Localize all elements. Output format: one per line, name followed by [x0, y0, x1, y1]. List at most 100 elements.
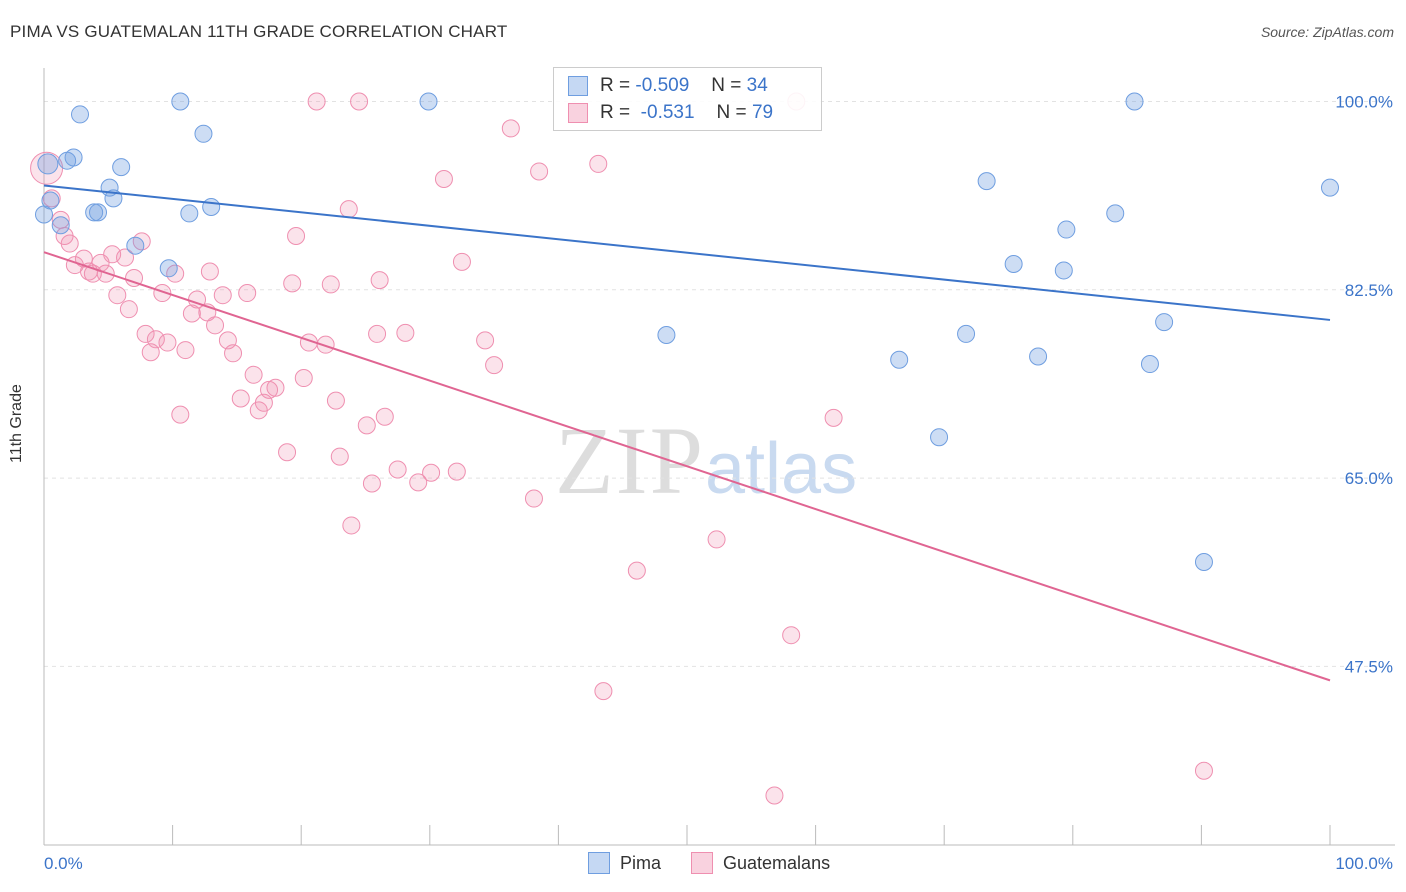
guatemalan-point: [278, 443, 297, 462]
guatemalan-point: [524, 489, 543, 508]
guatemalan-point: [627, 561, 646, 580]
guatemalan-point: [330, 447, 349, 466]
pima-point: [890, 350, 909, 369]
guatemalan-point: [182, 304, 201, 323]
bottom-legend-pima: Pima: [588, 852, 661, 874]
guatemalan-point: [362, 474, 381, 493]
pima-point: [85, 203, 104, 222]
pima-point: [1140, 355, 1159, 374]
pima-point: [1029, 347, 1048, 366]
pima-point: [194, 124, 213, 143]
guatemalan-point: [136, 324, 155, 343]
chart-title: PIMA VS GUATEMALAN 11TH GRADE CORRELATIO…: [10, 22, 508, 41]
guatemalan-point: [108, 286, 127, 305]
guatemalan-point: [589, 154, 608, 173]
guatemalan-point: [707, 530, 726, 549]
guatemalan-point: [447, 462, 466, 481]
guatemalan-point: [765, 786, 784, 805]
pima-point: [171, 92, 190, 111]
guatemalan-point: [501, 119, 520, 138]
guatemalan-point: [60, 234, 79, 253]
pima-point: [126, 236, 145, 255]
pima-point: [64, 148, 83, 167]
guatemalan-point: [116, 248, 135, 267]
pima-point: [1106, 204, 1125, 223]
guatemalan-point: [307, 92, 326, 111]
legend-r-value: -0.531: [635, 102, 695, 123]
guatemalan-point: [153, 284, 172, 303]
pima-point: [112, 158, 131, 177]
guatemalan-point: [238, 284, 257, 303]
legend-r-value: -0.509: [635, 75, 690, 96]
legend-n-label: N =: [711, 75, 742, 96]
guatemalan-point: [782, 626, 801, 645]
watermark-zip: ZIP: [555, 407, 705, 514]
pima-point: [1054, 261, 1073, 280]
guatemalan-point: [287, 227, 306, 246]
y-tick-label: 82.5%: [1345, 281, 1393, 300]
pima-point: [957, 324, 976, 343]
bottom-legend-swatch-pima: [588, 852, 610, 874]
guatemalan-point: [176, 341, 195, 360]
x-tick-label: 0.0%: [44, 854, 83, 873]
pima-point: [1194, 553, 1213, 572]
guatemalan-point: [485, 356, 504, 375]
pima-point: [1125, 92, 1144, 111]
guatemalan-point: [594, 682, 613, 701]
pima-point: [1004, 254, 1023, 273]
pima-point: [202, 197, 221, 216]
guatemalan-point: [388, 460, 407, 479]
guatemalan-point: [368, 324, 387, 343]
legend-swatch-guatemalans: [568, 103, 588, 123]
pima-point: [930, 428, 949, 447]
watermark-atlas: atlas: [705, 429, 858, 509]
guatemalan-point: [1194, 761, 1213, 780]
source-label: Source: ZipAtlas.com: [1260, 24, 1394, 40]
pima-point: [657, 326, 676, 344]
guatemalan-point: [396, 323, 415, 342]
bottom-legend-guatemalans: Guatemalans: [691, 852, 830, 874]
legend-row-guatemalans: R = -0.531 N = 79: [568, 101, 773, 125]
pima-point: [41, 191, 60, 210]
guatemalan-point: [294, 369, 313, 388]
legend-n-value: 34: [746, 75, 768, 96]
guatemalan-point: [476, 331, 495, 350]
guatemalan-trend-line: [43, 251, 1331, 682]
pima-point: [89, 203, 108, 222]
guatemalan-point: [171, 405, 190, 424]
y-tick-label: 47.5%: [1345, 657, 1393, 676]
y-tick-label: 65.0%: [1345, 469, 1393, 488]
guatemalan-point: [342, 516, 361, 535]
guatemalan-point: [357, 416, 376, 435]
guatemalan-point: [824, 408, 843, 427]
guatemalan-point: [530, 162, 549, 181]
pima-point: [71, 105, 90, 124]
bottom-legend: Pima Guatemalans: [588, 852, 860, 874]
watermark: ZIPatlas: [555, 405, 857, 516]
guatemalan-point: [206, 316, 225, 335]
guatemalan-point: [283, 274, 302, 293]
guatemalan-point: [326, 391, 345, 410]
pima-point: [977, 172, 996, 191]
guatemalan-point: [125, 268, 144, 287]
guatemalan-point: [244, 365, 263, 384]
bottom-legend-swatch-guatemalans: [691, 852, 714, 874]
pima-point: [159, 259, 178, 278]
pima-point: [180, 204, 199, 223]
guatemalan-point: [350, 92, 369, 111]
legend-n-value: 79: [751, 102, 774, 123]
pima-point: [419, 92, 438, 111]
guatemalan-point: [452, 252, 471, 271]
bottom-legend-label-pima: Pima: [620, 852, 662, 873]
pima-point: [1057, 220, 1076, 239]
guatemalan-point: [409, 473, 428, 492]
guatemalan-point: [375, 407, 394, 426]
y-tick-label: 100.0%: [1335, 93, 1393, 112]
guatemalan-point: [213, 286, 232, 305]
legend-r-label: R =: [600, 75, 631, 96]
pima-trend-line: [43, 184, 1331, 321]
guatemalan-point: [339, 200, 358, 219]
pima-point: [37, 153, 59, 175]
guatemalan-point: [316, 335, 335, 354]
